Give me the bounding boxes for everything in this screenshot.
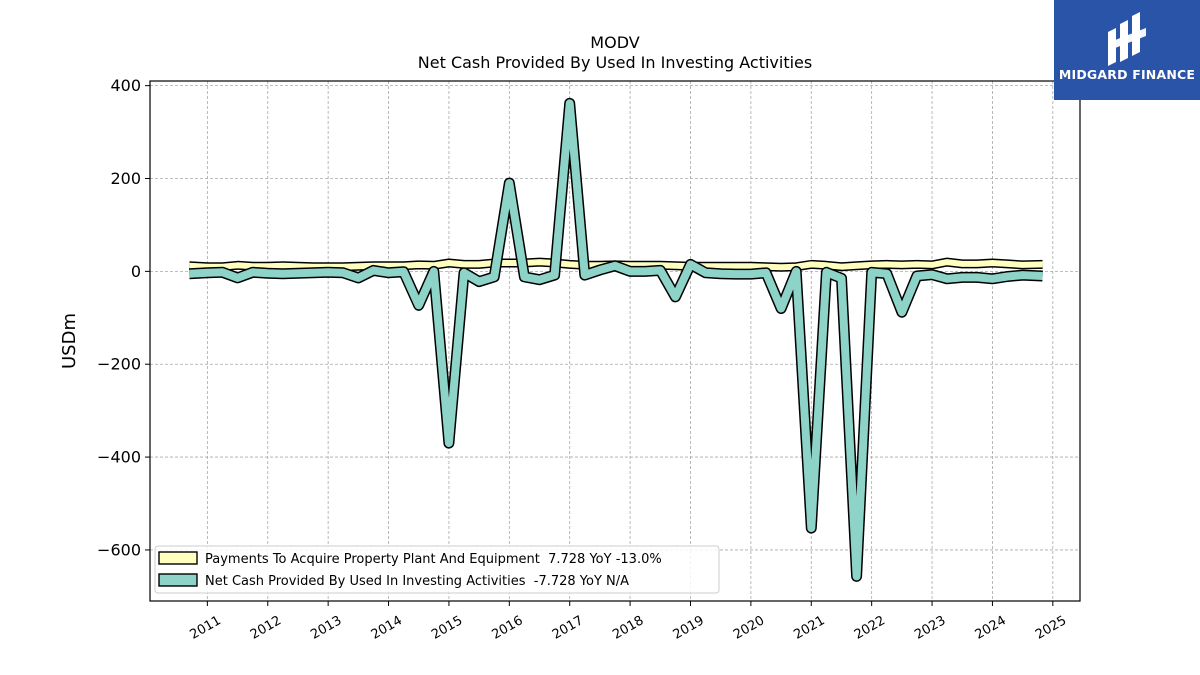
x-tick-label: 2013 [308, 613, 344, 643]
legend-label-0: Payments To Acquire Property Plant And E… [205, 552, 662, 567]
legend-box [154, 545, 720, 594]
y-axis-label: USDm [59, 313, 80, 369]
y-tick-label: −200 [97, 355, 141, 374]
y-tick-label: −400 [97, 448, 141, 467]
x-tick-label: 2019 [671, 613, 707, 643]
x-tick-label: 2011 [188, 613, 224, 643]
x-tick-label: 2018 [610, 613, 646, 643]
x-tick-label: 2024 [973, 613, 1009, 643]
legend-swatch-1 [158, 573, 198, 587]
x-tick-label: 2014 [369, 613, 405, 643]
midgard-logo-icon [1108, 12, 1146, 66]
x-tick-label: 2016 [489, 613, 525, 643]
legend-swatch-0 [158, 551, 198, 565]
y-tick-label: 200 [110, 169, 141, 188]
plot-frame [149, 80, 1081, 602]
midgard-finance-logo: MIDGARD FINANCE [1054, 0, 1200, 100]
legend: Payments To Acquire Property Plant And E… [154, 545, 720, 594]
x-tick-label: 2020 [731, 613, 767, 643]
y-axis: 400 200 0 −200 −400 −600 [97, 76, 150, 559]
series-outline-1 [189, 97, 1043, 582]
x-tick-label: 2023 [912, 613, 948, 643]
x-tick-label: 2015 [429, 613, 465, 643]
legend-label-1: Net Cash Provided By Used In Investing A… [205, 574, 629, 589]
x-tick-label: 2012 [248, 613, 284, 643]
brand-name: MIDGARD FINANCE [1058, 67, 1196, 82]
chart-subtitle: Net Cash Provided By Used In Investing A… [418, 53, 812, 72]
chart-title: MODV [590, 33, 639, 52]
x-tick-label: 2017 [550, 613, 586, 643]
x-tick-label: 2022 [852, 613, 888, 643]
series-line-1 [189, 99, 1043, 581]
y-tick-label: 400 [110, 76, 141, 95]
grid-lines [150, 81, 1080, 601]
x-tick-label: 2025 [1033, 613, 1069, 643]
y-tick-label: −600 [97, 540, 141, 559]
x-tick-label: 2021 [791, 613, 827, 643]
y-tick-label: 0 [131, 262, 141, 281]
x-axis: 2011 2012 2013 2014 2015 2016 2017 2018 2019 2020… [188, 601, 1069, 643]
plot-series [189, 97, 1043, 582]
